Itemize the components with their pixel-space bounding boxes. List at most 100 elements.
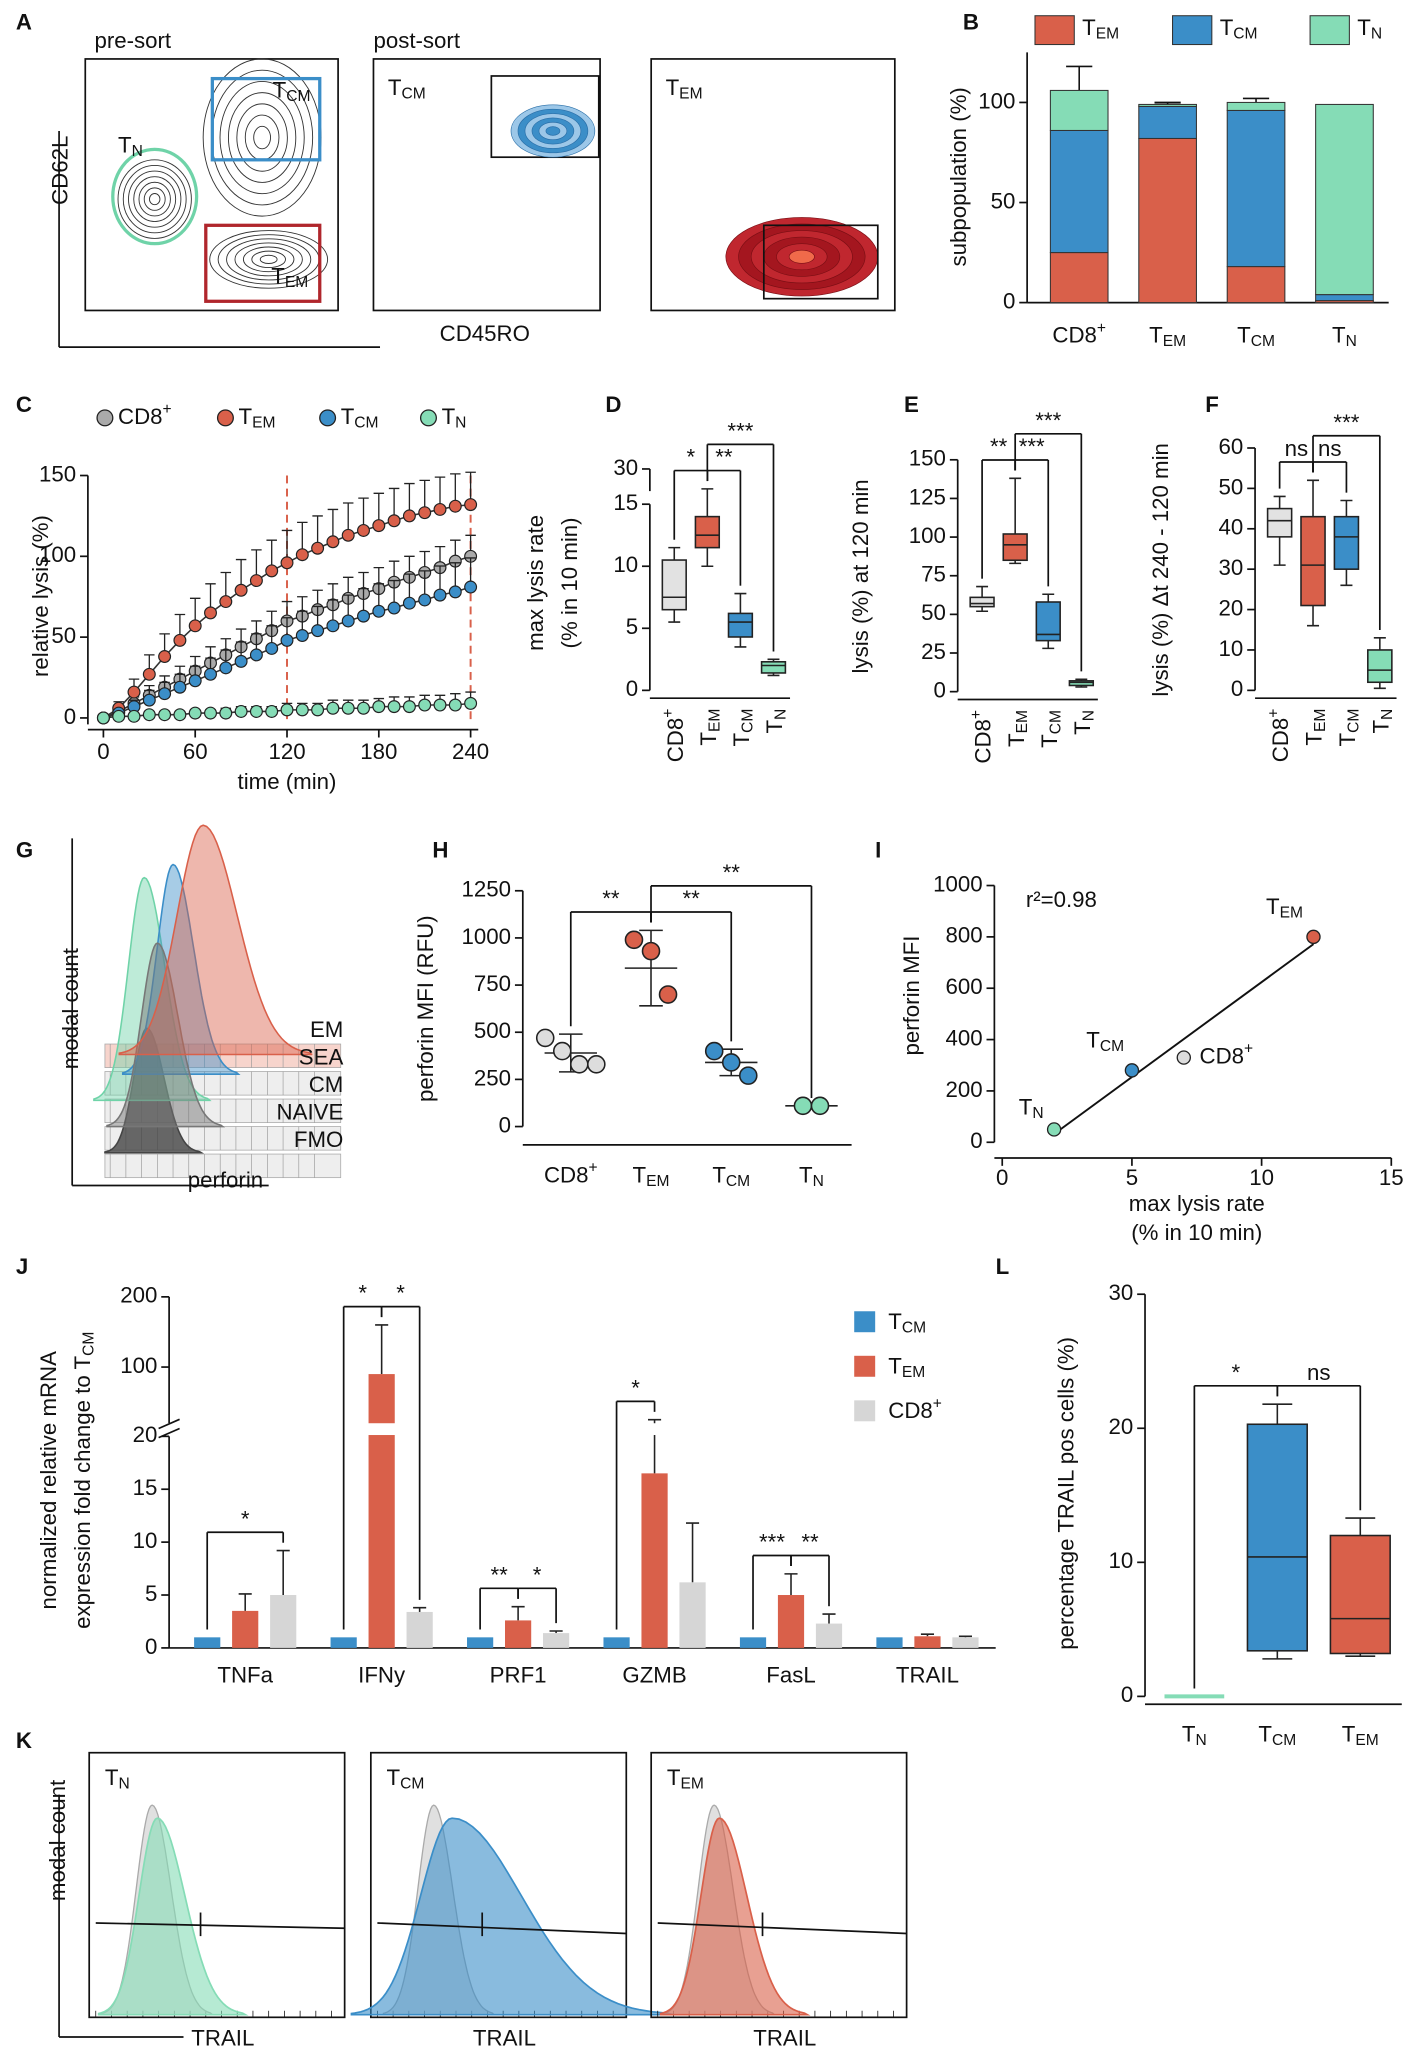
gate-label-sub: EM [679, 86, 702, 103]
plot-frame [369, 1751, 628, 2019]
x-tick-label-base: T [712, 1162, 726, 1187]
error-bar [276, 1549, 290, 1596]
x-tick-label-base: T [1335, 733, 1360, 747]
panel-letter: F [1205, 392, 1219, 417]
x-tick-label-base: T [1237, 323, 1251, 348]
significance-label: *** [1035, 408, 1061, 433]
significance-label: *** [1333, 410, 1359, 435]
point [188, 619, 202, 633]
y-tick-label: 20 [1219, 595, 1244, 620]
legend-label-sub: CM [1233, 25, 1257, 42]
gate-label: TN [118, 133, 143, 161]
legend-swatch [854, 1311, 876, 1333]
y-tick-label: 150 [909, 446, 946, 471]
box [1329, 1534, 1391, 1655]
y-tick-label: 5 [626, 614, 638, 639]
point-label: TCM [1086, 1027, 1124, 1055]
legend-swatch [1309, 15, 1350, 46]
legend-label-base: CD8 [118, 404, 163, 429]
point [127, 685, 141, 699]
point [219, 661, 233, 675]
legend-label-sub: EM [1096, 25, 1119, 42]
box [1367, 649, 1393, 684]
panel-letter: H [432, 837, 448, 862]
x-tick-label: TNFa [217, 1663, 273, 1688]
x-axis-label: TRAIL [753, 2025, 816, 2050]
legend-label-sub: EM [902, 1364, 925, 1381]
y-tick-label: 100 [39, 542, 76, 567]
y-tick-label: 0 [934, 678, 946, 703]
point [249, 574, 263, 588]
box [1266, 507, 1293, 538]
x-tick-label: 240 [452, 739, 489, 764]
series-label: FMO [294, 1127, 343, 1152]
gate-label-base: T [118, 133, 132, 158]
legend-label-base: T [1220, 15, 1234, 40]
significance-label: * [358, 1281, 367, 1306]
point [387, 514, 401, 528]
x-tick-label: 120 [268, 739, 305, 764]
y-axis-label: perforin MFI [899, 936, 924, 1056]
legend-label-base: T [1082, 15, 1096, 40]
y-tick-label: 10 [613, 552, 638, 577]
y-tick-label: 0 [64, 704, 76, 729]
bar [406, 1611, 433, 1648]
legend-label-base: T [888, 1309, 902, 1334]
x-tick-label: TN [1332, 323, 1357, 351]
point [402, 700, 416, 714]
contour [133, 176, 177, 223]
plot-title: pre-sort [94, 28, 171, 53]
x-tick-label: TEM [696, 709, 724, 746]
y-tick-label: 30 [1219, 555, 1244, 580]
legend-label-sup: + [933, 1395, 942, 1412]
x-tick-label: 10 [1249, 1165, 1274, 1190]
point [158, 650, 172, 664]
x-tick-label-sub: CM [740, 709, 757, 733]
x-tick-label-sub: CM [1047, 710, 1064, 734]
gate [762, 224, 879, 300]
x-axis-label: TRAIL [473, 2025, 536, 2050]
x-tick-label-sub: EM [1312, 709, 1329, 732]
y-axis-label: lysis (%) at 120 min [848, 479, 873, 673]
bar-segment [1049, 89, 1109, 131]
y-tick-label: 50 [51, 623, 76, 648]
histogram [106, 942, 226, 1128]
point [219, 595, 233, 609]
x-tick-label-base: T [799, 1162, 813, 1187]
contour [251, 250, 286, 269]
legend-label-sub: CM [354, 414, 378, 431]
point [311, 541, 325, 555]
point [295, 703, 309, 717]
plot-title-sub: CM [400, 1775, 424, 1792]
point [234, 583, 248, 597]
point [402, 509, 416, 523]
bar [815, 1623, 843, 1648]
y-tick-label: 5 [145, 1581, 157, 1606]
point [1306, 929, 1321, 945]
x-tick-label-base: T [1070, 721, 1095, 735]
gate-label: TCM [273, 78, 311, 106]
box [760, 661, 787, 674]
point [326, 619, 340, 633]
point [249, 704, 263, 718]
x-tick-label: CD8+ [544, 1160, 598, 1188]
x-tick-label: GZMB [622, 1663, 686, 1688]
x-tick-label: TN [1070, 710, 1098, 735]
panel-letter: L [996, 1254, 1010, 1279]
series-label: CM [309, 1072, 344, 1097]
point [357, 609, 370, 623]
x-tick-label: IFNy [358, 1663, 406, 1688]
legend-marker [96, 409, 114, 427]
gate [657, 1922, 907, 1935]
y-tick-label: 500 [474, 1018, 511, 1043]
gate [95, 1922, 345, 1930]
bar-segment [1226, 101, 1286, 111]
y-tick-label: 15 [133, 1475, 158, 1500]
x-tick-label: CD8+ [660, 709, 688, 763]
error-bar [549, 1630, 563, 1634]
legend-label: TCM [888, 1309, 926, 1337]
x-tick-label-base: T [1149, 323, 1163, 348]
bar-segment [1138, 105, 1197, 139]
plot-title-sub: N [119, 1775, 130, 1792]
x-tick-label-base: T [1342, 1722, 1356, 1747]
